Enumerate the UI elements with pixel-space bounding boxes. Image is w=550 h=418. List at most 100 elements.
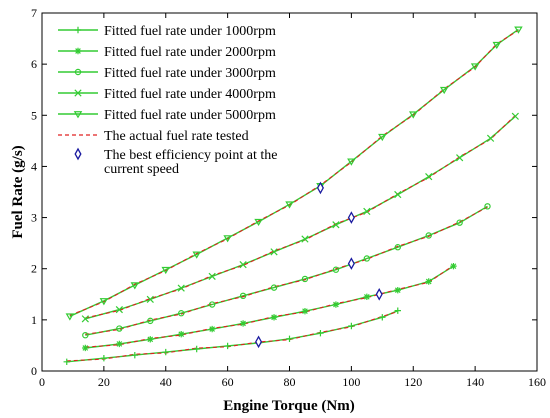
series-3-point-3 <box>178 310 185 317</box>
series-5-point-10 <box>378 133 387 142</box>
series-2-fitted-line <box>85 265 454 349</box>
x-tick-label-3: 60 <box>222 375 234 389</box>
series-2-point-10 <box>394 286 401 294</box>
legend-marker-2 <box>74 47 82 55</box>
series-5-point-7 <box>285 201 294 209</box>
best-efficiency-points <box>255 181 383 349</box>
series-3-point-9 <box>363 255 371 262</box>
axes-layer: 0 20 40 60 80 100 120 140 160 0 1 2 3 4 5 6 7 <box>31 6 546 389</box>
series-4-point-7 <box>301 235 309 243</box>
series-4-point-10 <box>394 190 402 199</box>
best-efficiency-point-0 <box>255 335 263 349</box>
series-3-point-12 <box>456 219 463 226</box>
legend-marker-4 <box>74 89 82 97</box>
best-efficiency-point-1 <box>375 287 383 301</box>
legend-marker-3 <box>74 68 82 76</box>
legend-entry-1: Fitted fuel rate under 1000rpm <box>58 24 276 39</box>
series-1-actual-line <box>66 311 398 362</box>
legend-entry-7: The best efficiency point at the <box>74 147 278 163</box>
series-5-point-3 <box>161 266 170 275</box>
series-1-point-4 <box>193 345 200 353</box>
series-5-point-12 <box>439 86 449 95</box>
series-5-point-4 <box>192 251 201 259</box>
series-1-point-9 <box>348 322 355 330</box>
series-4-point-8 <box>332 221 340 229</box>
series-5-point-0 <box>65 313 75 321</box>
series-4-point-13 <box>486 134 495 142</box>
series-1-point-1 <box>100 355 108 362</box>
series-2-point-3 <box>178 330 185 338</box>
series-3-point-10 <box>394 244 401 251</box>
y-tick-label-2: 2 <box>31 262 37 276</box>
legend-entry-2: Fitted fuel rate under 2000rpm <box>58 45 276 60</box>
legend-label-5: Fitted fuel rate under 5000rpm <box>104 108 276 123</box>
series-2-point-4 <box>208 325 216 333</box>
series-5-point-15 <box>514 26 523 34</box>
series-1-point-11 <box>394 307 401 314</box>
series-4-point-9 <box>363 207 371 216</box>
series-3-point-13 <box>484 203 491 210</box>
y-tick-label-3: 3 <box>31 211 37 225</box>
legend: Fitted fuel rate under 1000rpm Fitted fue… <box>58 24 278 177</box>
series-4-point-14 <box>511 112 519 120</box>
series-3-actual-line <box>85 206 488 335</box>
series-4-point-5 <box>239 260 247 269</box>
best-efficiency-point-4 <box>316 181 324 195</box>
series-3-point-7 <box>301 275 309 283</box>
series-4-point-12 <box>456 154 464 162</box>
series-2-point-8 <box>332 301 340 308</box>
series-4-point-1 <box>115 306 123 314</box>
series-1-fitted-line <box>66 310 399 363</box>
x-axis-title: Engine Torque (Nm) <box>223 398 354 414</box>
legend-label-3: Fitted fuel rate under 3000rpm <box>104 66 276 81</box>
series-1 <box>63 307 401 365</box>
legend-entry-6: The actual fuel rate tested <box>58 129 249 144</box>
x-tick-label-0: 0 <box>39 375 45 389</box>
series-3-point-8 <box>332 266 340 273</box>
best-efficiency-point-3 <box>347 211 355 224</box>
series-5-point-9 <box>347 158 356 166</box>
y-tick-label-5: 5 <box>31 108 37 122</box>
series-4-actual-line <box>85 115 516 319</box>
series-5-actual-line <box>69 29 519 316</box>
series-1-point-8 <box>317 329 324 337</box>
series-3-point-2 <box>147 317 154 325</box>
x-tick-label-1: 20 <box>98 375 110 389</box>
series-5-point-2 <box>130 282 140 290</box>
series-4-fitted-line <box>85 115 516 320</box>
series-4-point-3 <box>177 284 185 292</box>
y-tick-label-4: 4 <box>31 159 37 173</box>
legend-marker-5 <box>73 111 83 119</box>
legend-marker-best <box>74 147 82 161</box>
y-tick-label-1: 1 <box>31 313 37 327</box>
series-2-point-2 <box>147 336 154 343</box>
x-tick-label-5: 100 <box>342 375 360 389</box>
series-1-point-3 <box>162 348 169 356</box>
series-3 <box>82 203 491 339</box>
y-tick-label-7: 7 <box>31 6 37 20</box>
x-tick-label-8: 160 <box>528 375 546 389</box>
series-3-point-1 <box>116 325 123 332</box>
series-3-point-11 <box>425 232 432 239</box>
legend-label-7: The best efficiency point at the <box>104 148 278 163</box>
series-2-point-11 <box>425 278 432 285</box>
series-2-point-12 <box>450 262 457 270</box>
series-2-point-1 <box>116 340 123 348</box>
series-1-point-2 <box>131 351 139 359</box>
legend-label-7-continued: current speed <box>104 162 179 177</box>
x-tick-label-4: 80 <box>284 375 296 389</box>
series-5-point-14 <box>492 41 502 50</box>
series-1-point-5 <box>224 342 231 350</box>
series-3-point-0 <box>82 332 89 339</box>
y-tick-label-0: 0 <box>31 364 37 378</box>
x-tick-label-7: 140 <box>466 375 484 389</box>
series-5-point-5 <box>223 235 232 243</box>
x-tick-label-2: 40 <box>160 375 172 389</box>
series-2-point-0 <box>82 344 89 352</box>
series-4-point-11 <box>425 173 433 181</box>
series-2 <box>82 262 457 352</box>
legend-marker-1 <box>74 26 82 34</box>
series-1-point-7 <box>286 335 293 342</box>
series-1-point-10 <box>379 314 386 321</box>
